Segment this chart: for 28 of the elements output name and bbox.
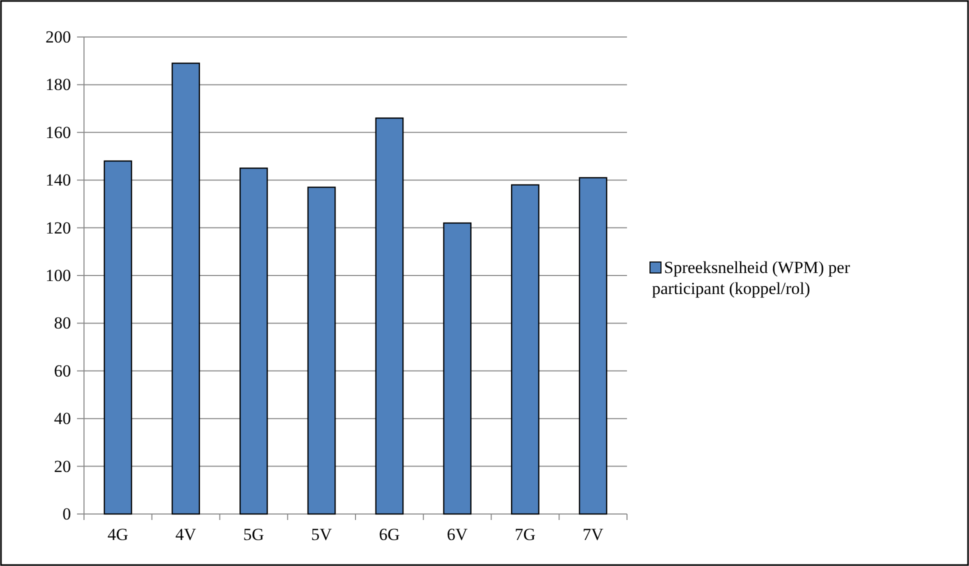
- x-tick-label: 4G: [108, 525, 128, 544]
- y-tick-label: 160: [46, 122, 71, 142]
- x-tick-label: 7G: [514, 525, 536, 544]
- y-tick-label: 20: [54, 456, 71, 476]
- y-tick-label: 0: [62, 504, 71, 524]
- y-tick-label: 80: [54, 314, 71, 333]
- x-tick-label: 6G: [379, 525, 400, 544]
- x-tick-label: 4V: [175, 525, 197, 544]
- y-tick-label: 140: [46, 170, 71, 190]
- bar: [240, 168, 268, 515]
- bar: [172, 62, 200, 515]
- y-tick-label: 200: [46, 27, 71, 46]
- bar: [578, 177, 608, 515]
- x-tick-label: 7V: [582, 525, 604, 544]
- x-tick-label: 6V: [446, 525, 468, 544]
- y-tick-label: 100: [46, 266, 71, 285]
- bar: [511, 184, 540, 515]
- y-tick-label: 40: [54, 409, 71, 428]
- y-tick-label: 120: [46, 218, 71, 238]
- bar: [375, 117, 404, 515]
- bar: [307, 186, 336, 515]
- legend-label: Spreeksnelheid (WPM) per participant (koppel/rol): [652, 258, 850, 298]
- bar: [443, 222, 472, 515]
- x-tick-label: 5V: [311, 525, 333, 544]
- bar: [104, 160, 132, 515]
- x-tick-label: 5G: [243, 525, 264, 544]
- y-tick-label: 60: [54, 361, 71, 380]
- y-tick-label: 180: [46, 75, 71, 94]
